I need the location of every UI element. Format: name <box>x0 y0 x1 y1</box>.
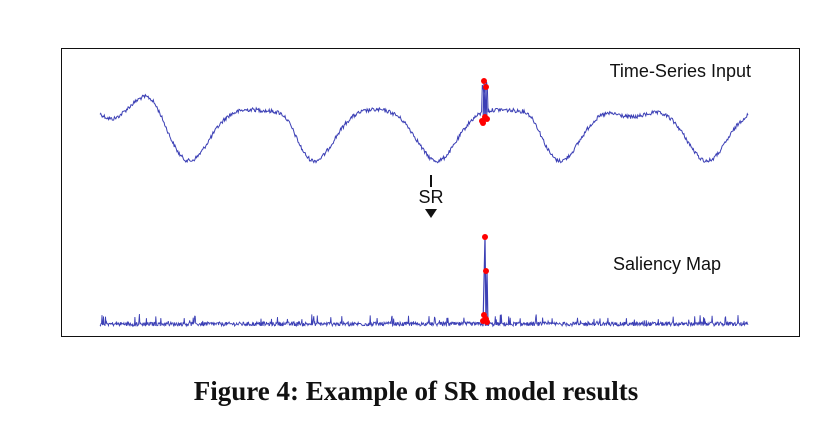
anomaly-point <box>483 84 489 90</box>
sr-arrow-shaft <box>430 175 432 187</box>
figure-caption: Figure 4: Example of SR model results <box>193 376 639 406</box>
anomaly-point <box>482 234 488 240</box>
time-series-label: Time-Series Input <box>609 61 751 81</box>
plot-area <box>99 78 749 328</box>
anomaly-point <box>484 319 490 325</box>
time-series-line <box>99 80 749 164</box>
saliency-line <box>99 236 749 328</box>
anomaly-point <box>481 78 487 84</box>
figure-panel: Time-Series Input Saliency Map SR <box>61 48 800 337</box>
saliency-path <box>99 313 749 328</box>
time-series-path <box>99 81 749 164</box>
saliency-spike <box>482 236 489 327</box>
anomaly-point <box>480 120 486 126</box>
saliency-map-label: Saliency Map <box>612 254 721 274</box>
arrow-down-icon <box>425 209 437 218</box>
anomaly-point <box>484 116 490 122</box>
time-series-anomaly-points <box>479 78 490 126</box>
anomaly-point <box>483 268 489 274</box>
sr-label: SR <box>418 187 444 207</box>
saliency-anomaly-points <box>480 234 490 325</box>
sr-arrow: SR <box>418 175 444 218</box>
